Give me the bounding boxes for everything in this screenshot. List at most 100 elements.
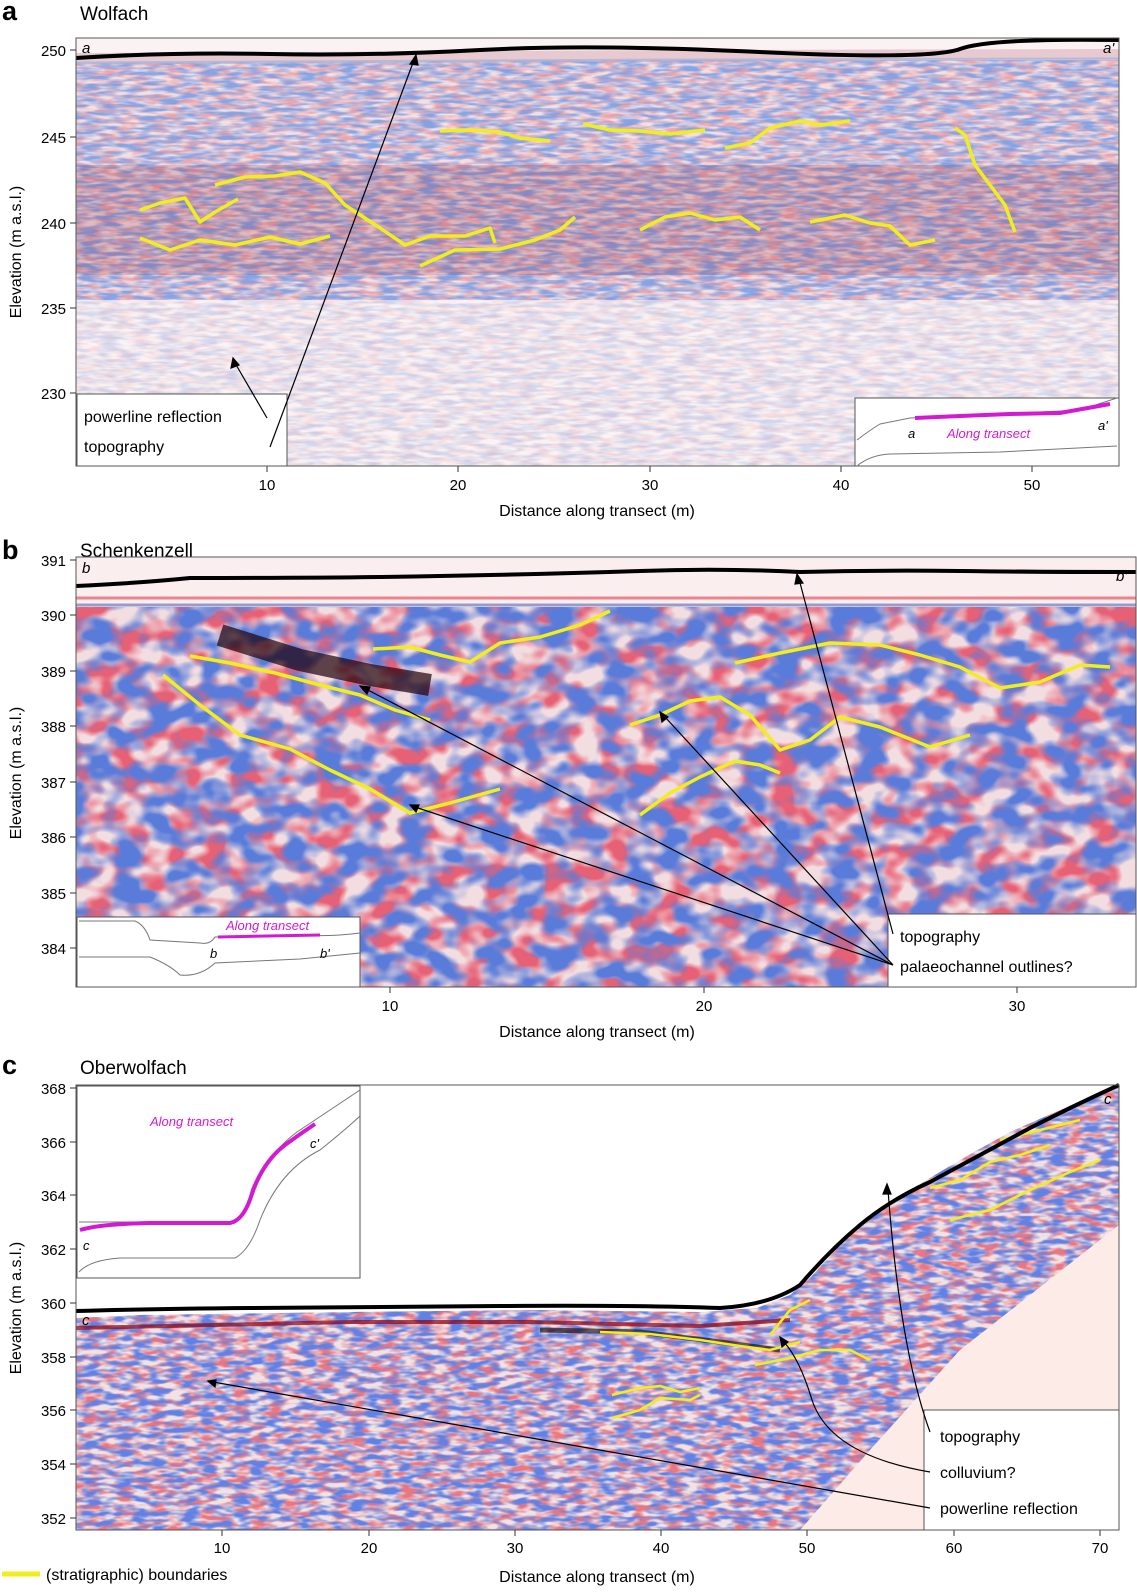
topography-line	[75, 567, 1137, 588]
y-tick-label: 245	[41, 130, 66, 147]
boundary-line	[949, 1158, 1101, 1222]
y-tick-label: 352	[41, 1511, 66, 1528]
x-axis: 10 20 30 40 50	[259, 466, 1041, 494]
start-label: a	[82, 40, 90, 57]
y-tick-label: 387	[41, 775, 66, 792]
plot-frame	[75, 37, 1120, 467]
boundary-line	[611, 1384, 701, 1397]
x-tick-label: 10	[259, 477, 276, 494]
boundary-line	[214, 170, 497, 247]
boundary-line	[611, 1393, 701, 1420]
annotation-label: topography	[84, 439, 164, 456]
annotation-arrows	[230, 53, 419, 448]
annotation-box	[923, 1409, 1120, 1531]
panel-b: b Schenkenzell b b' 391 390 389 388 387	[2, 535, 1137, 1041]
boundary-line	[139, 196, 239, 224]
y-tick-label: 360	[41, 1296, 66, 1313]
x-tick-label: 20	[696, 998, 713, 1015]
end-label: a'	[1103, 40, 1115, 57]
annotation-label: topography	[940, 1429, 1020, 1446]
site-title: Oberwolfach	[80, 1058, 187, 1079]
y-axis: 368 366 364 362 360 358 356 354 352	[41, 1081, 76, 1528]
boundary-line	[372, 609, 611, 664]
boundary-line	[629, 695, 971, 752]
boundary-line	[419, 215, 577, 268]
topography-line	[75, 1083, 1120, 1313]
inset-transect-label: Along transect	[149, 1114, 234, 1129]
inset-transect-label: Along transect	[946, 426, 1031, 441]
y-axis-label: Elevation (m a.s.l.)	[8, 186, 25, 318]
boundary-line	[734, 641, 1111, 690]
annotation-label: topography	[900, 929, 980, 946]
boundary-line	[809, 213, 936, 247]
x-tick-label: 10	[214, 1540, 231, 1557]
y-tick-label: 240	[41, 216, 66, 233]
x-tick-label: 30	[507, 1540, 524, 1557]
y-tick-label: 390	[41, 608, 66, 625]
x-axis: 10 20 30 40 50 60 70	[214, 1530, 1109, 1557]
boundary-line	[189, 654, 431, 722]
y-tick-label: 386	[41, 830, 66, 847]
panel-letter: b	[2, 535, 19, 565]
annotation-box	[76, 393, 288, 467]
x-tick-label: 50	[1024, 477, 1041, 494]
plot-frame	[75, 556, 1137, 988]
stratigraphic-boundaries	[599, 1118, 1101, 1420]
inset-transect-label: Along transect	[225, 918, 310, 933]
y-axis-label: Elevation (m a.s.l.)	[8, 707, 25, 839]
boundary-line	[599, 1330, 801, 1352]
inset-end-label: a'	[1098, 418, 1108, 433]
panel-letter: a	[2, 0, 18, 26]
boundary-line	[139, 234, 331, 252]
radargram	[76, 38, 1119, 466]
x-tick-label: 50	[799, 1540, 816, 1557]
panel-letter: c	[2, 1050, 17, 1080]
y-tick-label: 356	[41, 1403, 66, 1420]
y-tick-label: 358	[41, 1350, 66, 1367]
inset-map: Along transect c c'	[76, 1085, 361, 1279]
y-tick-label: 235	[41, 301, 66, 318]
annotation-arrows	[358, 572, 894, 966]
x-axis: 10 20 30	[382, 987, 1026, 1015]
panel-a: a Wolfach a a' 250 245	[2, 0, 1120, 520]
y-tick-label: 389	[41, 664, 66, 681]
x-tick-label: 30	[1009, 998, 1026, 1015]
inset-start-label: b	[210, 946, 217, 961]
y-tick-label: 391	[41, 553, 66, 570]
plot-frame	[75, 1084, 1120, 1531]
oberwolfach-section: c Oberwolfach c c 368	[0, 1050, 1137, 1592]
y-tick-label: 364	[41, 1188, 66, 1205]
annotation-arrows	[206, 1182, 931, 1509]
y-axis-label: Elevation (m a.s.l.)	[8, 1242, 25, 1374]
x-tick-label: 60	[946, 1540, 963, 1557]
start-label: c	[82, 1312, 90, 1329]
end-label: b'	[1116, 568, 1128, 585]
x-axis-label: Distance along transect (m)	[499, 503, 695, 520]
boundary-line	[724, 119, 851, 150]
start-label: b	[82, 560, 90, 577]
inset-end-label: b'	[320, 946, 330, 961]
inset-start-label: c	[83, 1238, 90, 1253]
y-tick-label: 354	[41, 1457, 66, 1474]
x-tick-label: 70	[1092, 1540, 1109, 1557]
site-title: Wolfach	[80, 4, 148, 25]
inset-end-label: c'	[310, 1136, 320, 1151]
boundary-line	[582, 122, 706, 136]
y-tick-label: 384	[41, 941, 66, 958]
topography-line	[75, 37, 1120, 60]
annotation-label: powerline reflection	[940, 1501, 1078, 1518]
annotation-label: palaeochannel outlines?	[900, 959, 1073, 976]
annotation-label: colluvium?	[940, 1465, 1016, 1482]
stratigraphic-boundaries	[139, 119, 1017, 268]
boundary-line	[161, 673, 501, 815]
boundary-line	[929, 1143, 1051, 1190]
stratigraphic-boundaries	[161, 609, 1111, 817]
inset-start-label: a	[908, 426, 915, 441]
y-tick-label: 230	[41, 386, 66, 403]
end-label: c	[1104, 1091, 1112, 1108]
y-tick-label: 362	[41, 1242, 66, 1259]
x-tick-label: 10	[382, 998, 399, 1015]
boundary-line	[754, 1348, 871, 1367]
legend-label: (stratigraphic) boundaries	[46, 1567, 227, 1584]
x-tick-label: 30	[642, 477, 659, 494]
